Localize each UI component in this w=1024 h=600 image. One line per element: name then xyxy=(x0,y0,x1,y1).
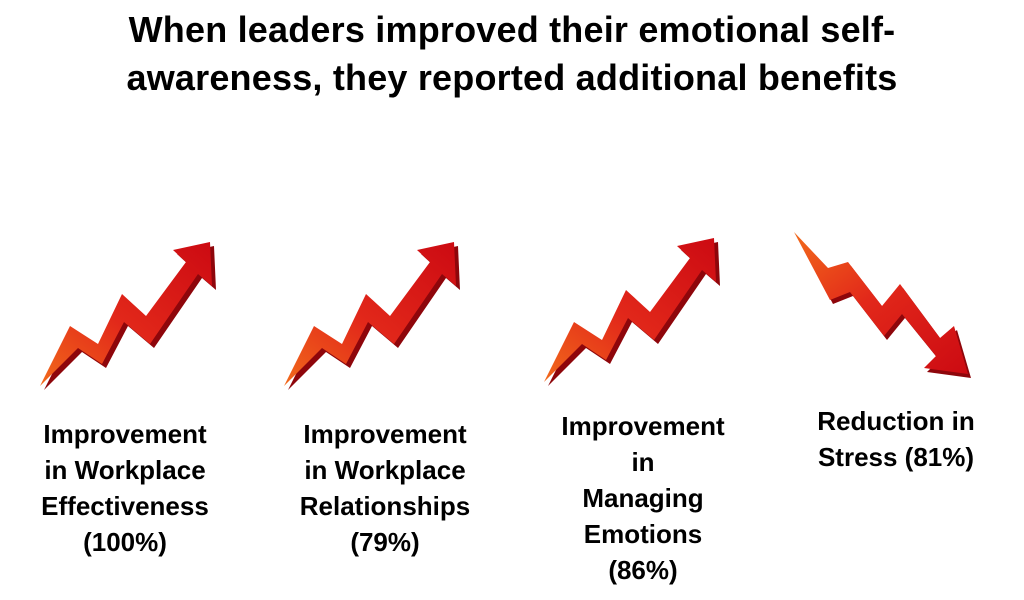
benefit-label-line: Relationships xyxy=(299,491,471,521)
benefit-label-line: (79%) xyxy=(350,527,420,557)
benefit-label-workplace-relationships: Improvement in Workplace Relationships (… xyxy=(272,416,498,560)
benefit-label-line: Effectiveness xyxy=(41,491,209,521)
trend-up-arrow-icon xyxy=(284,242,460,390)
benefit-label-line: Improvement xyxy=(561,411,725,441)
benefit-label-line: Emotions xyxy=(583,519,703,549)
benefit-label-line: Managing xyxy=(582,483,704,513)
benefit-label-line: (100%) xyxy=(83,527,167,557)
trend-up-arrow-icon xyxy=(544,238,720,386)
trend-down-arrow-icon xyxy=(794,232,971,378)
page-title-line-1: When leaders improved their emotional se… xyxy=(128,9,896,50)
benefit-label-line: Stress (81%) xyxy=(817,442,975,472)
benefit-label-managing-emotions: Improvement in Managing Emotions (86%) xyxy=(540,408,746,588)
benefit-label-line: Improvement xyxy=(303,419,467,449)
benefit-label-line: (86%) xyxy=(608,555,678,585)
benefit-label-line: Improvement xyxy=(43,419,207,449)
benefit-label-line: in Workplace xyxy=(304,455,466,485)
page-title: When leaders improved their emotional se… xyxy=(0,6,1024,102)
trend-up-arrow-icon xyxy=(40,242,216,390)
benefit-label-line: in xyxy=(631,447,655,477)
benefit-label-workplace-effectiveness: Improvement in Workplace Effectiveness (… xyxy=(18,416,232,560)
benefit-label-stress-reduction: Reduction in Stress (81%) xyxy=(796,403,996,475)
benefit-label-line: Reduction in xyxy=(817,406,975,436)
page-title-line-2: awareness, they reported additional bene… xyxy=(126,57,898,98)
benefit-label-line: in Workplace xyxy=(44,455,206,485)
